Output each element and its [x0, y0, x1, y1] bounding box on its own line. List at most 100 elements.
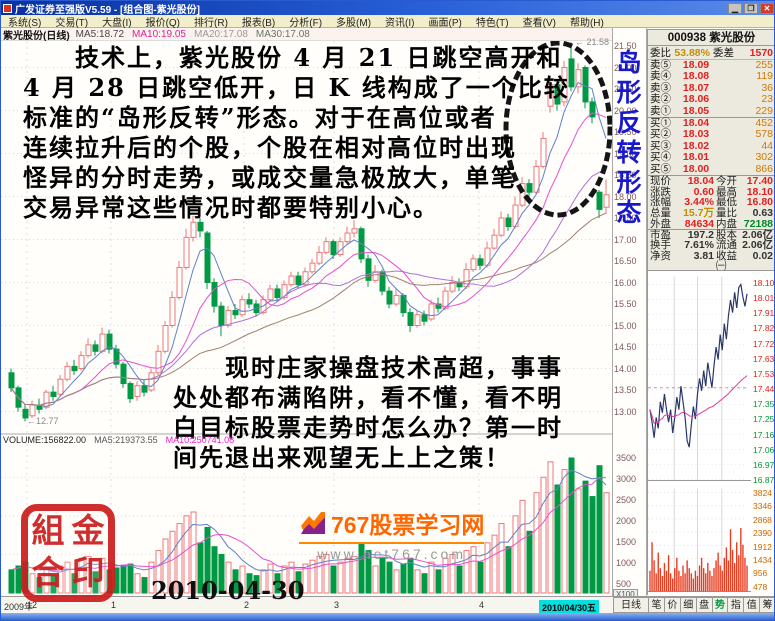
info-label: 量比	[716, 206, 737, 219]
book-price: 18.05	[682, 104, 710, 117]
info-label: 现价	[650, 174, 671, 187]
intraday-price-label: 18.10	[753, 278, 775, 288]
window-title: 广发证券至强版V5.59 - [组合图-紫光股份]	[15, 4, 201, 16]
ma-value-label: MA30:17.08	[255, 28, 310, 40]
minimize-button[interactable]: ▁	[728, 2, 742, 14]
info-value: 2.06亿	[742, 229, 773, 242]
intraday-price-label: 17.91	[753, 308, 775, 319]
volume-ma-label: VOLUME:156822.00	[3, 435, 87, 445]
tab-价[interactable]: 价	[664, 597, 681, 613]
tab-period-daily[interactable]: 日线	[613, 597, 649, 613]
info-value: 0.02	[752, 249, 773, 262]
info-value: 197.2	[687, 229, 714, 242]
title-bar: 广发证券至强版V5.59 - [组合图-紫光股份] ▁ ❐ ✕	[1, 1, 774, 16]
menu-item[interactable]: 系统(S)	[8, 17, 42, 29]
menu-item[interactable]: 排行(R)	[194, 17, 228, 29]
daily-kline-chart[interactable]	[1, 41, 613, 596]
book-price: 18.03	[682, 128, 710, 141]
order-book-row: 买③ 18.02 44	[648, 140, 774, 152]
info-row: 总量 15.7万 量比 0.63	[648, 206, 774, 219]
tab-势[interactable]: 势	[712, 597, 729, 613]
menu-item[interactable]: 多股(M)	[336, 17, 372, 29]
price-axis-label: 18.50	[614, 170, 637, 180]
info-label: 收益㈠	[716, 249, 737, 273]
tab-笔[interactable]: 笔	[649, 597, 665, 613]
tab-盘[interactable]: 盘	[696, 597, 713, 613]
watermark: 767股票学习网 www.net767.com	[299, 506, 485, 562]
price-axis-label: 16.50	[614, 256, 637, 266]
axis-month-label: 1	[111, 600, 117, 610]
info-label: 今开	[716, 174, 737, 187]
book-level-label: 买②	[650, 128, 671, 141]
book-price: 18.07	[682, 81, 710, 94]
menu-item[interactable]: 特色(T)	[475, 17, 509, 29]
axis-month-label: 2	[244, 600, 250, 610]
menu-item[interactable]: 报价(Q)	[145, 17, 181, 29]
intraday-chart[interactable]	[647, 271, 751, 595]
tab-指[interactable]: 指	[728, 597, 745, 613]
book-price: 18.09	[682, 59, 710, 71]
info-label: 股本	[716, 229, 737, 242]
info-value: 16.80	[746, 196, 773, 209]
menu-bar: 系统(S) 交易(T) 大盘(I) 报价(Q) 排行(R) 报表(B) 分析(F) 多股(M)…	[1, 15, 774, 29]
menu-item[interactable]: 分析(F)	[289, 17, 323, 29]
order-book-row: 卖③ 18.07 36	[648, 81, 774, 94]
price-axis-label: 16.00	[614, 277, 637, 288]
view-tabs: 日线 笔价细盘势指值筹	[613, 596, 774, 613]
order-book-row: 卖⑤ 18.09 255	[648, 59, 774, 71]
price-axis-label: 17.50	[614, 213, 637, 223]
intraday-volume-label: 2390	[753, 528, 772, 539]
close-button[interactable]: ✕	[760, 2, 774, 14]
order-book-row: 买④ 18.01 302	[648, 151, 774, 164]
intraday-price-label: 17.82	[753, 323, 775, 334]
order-book-row: 买② 18.03 578	[648, 128, 774, 141]
order-book-row: 买⑤ 18.00 866	[648, 163, 774, 175]
book-price: 18.06	[682, 93, 710, 106]
menu-item[interactable]: 交易(T)	[55, 17, 89, 29]
info-label: 市盈	[650, 229, 671, 242]
price-axis-label: 19.00	[614, 148, 637, 159]
date-axis: 2009年 2010/04/30五 12 1 2 3 4	[1, 596, 613, 615]
info-value: 15.7万	[683, 206, 714, 219]
menu-item[interactable]: 画面(P)	[428, 17, 462, 29]
price-axis-label: 13.00	[614, 406, 637, 417]
info-value: 0.60	[693, 185, 714, 198]
volume-header: VOLUME:156822.00 MA5:219373.55 MA10:250741…	[3, 435, 234, 445]
info-row: 换手 7.61% 流通 2.06亿	[648, 240, 774, 251]
sell-order-book: 卖⑤ 18.09 255 卖④ 18.08 119 卖③ 18.07 36 卖② 18.06 23 卖①…	[648, 59, 774, 117]
info-value: 18.04	[687, 174, 714, 187]
info-value: 84634	[684, 217, 714, 230]
menu-item[interactable]: 查看(V)	[522, 17, 556, 29]
volume-axis-label: 1000	[616, 558, 637, 568]
ma-labels: MA5:18.72 MA10:19.05 MA20:17.08 MA30:17.08	[76, 29, 310, 40]
tab-值[interactable]: 值	[744, 597, 761, 613]
quote-panel: 000938 紫光股份 委比 53.88% 委差 1570 卖⑤ 18.09 255…	[647, 29, 774, 273]
tab-细[interactable]: 细	[680, 597, 697, 613]
intraday-volume-label: 1434	[753, 555, 772, 565]
price-axis-label: 13.50	[614, 385, 637, 395]
price-axis-label: 21.50	[614, 41, 637, 51]
axis-month-label: 4	[479, 600, 485, 610]
volume-axis-label: 3000	[616, 474, 637, 484]
restore-button[interactable]: ❐	[744, 2, 758, 14]
info-row: 涨幅 3.44% 最低 16.80	[648, 196, 774, 209]
intraday-price-label: 18.01	[753, 293, 775, 304]
menu-item[interactable]: 大盘(I)	[102, 17, 132, 29]
weicha-label: 委差	[713, 47, 734, 59]
peak-price-label: ← 21.58	[575, 37, 610, 47]
book-level-label: 买④	[650, 151, 671, 164]
book-quantity: 302	[755, 151, 773, 164]
weicha-value: 1570	[749, 47, 773, 59]
order-book-row: 买① 18.04 452	[648, 116, 774, 129]
intraday-volume-label: 956	[753, 568, 768, 579]
tab-筹[interactable]: 筹	[760, 597, 774, 613]
menu-item[interactable]: 帮助(H)	[569, 17, 604, 29]
intraday-volume-label: 3346	[753, 501, 772, 512]
stamp-char: 印	[71, 553, 105, 592]
menu-item[interactable]: 资讯(I)	[385, 17, 415, 29]
info-row: 现价 18.04 今开 17.40	[648, 174, 774, 187]
menu-item[interactable]: 报表(B)	[241, 17, 276, 29]
book-level-label: 卖③	[650, 81, 671, 94]
stock-info-grid: 现价 18.04 今开 17.40 涨跌 0.60 最高 18.10 涨幅 3.44% 最低 16.8…	[648, 174, 774, 273]
book-level-label: 买①	[650, 116, 671, 129]
